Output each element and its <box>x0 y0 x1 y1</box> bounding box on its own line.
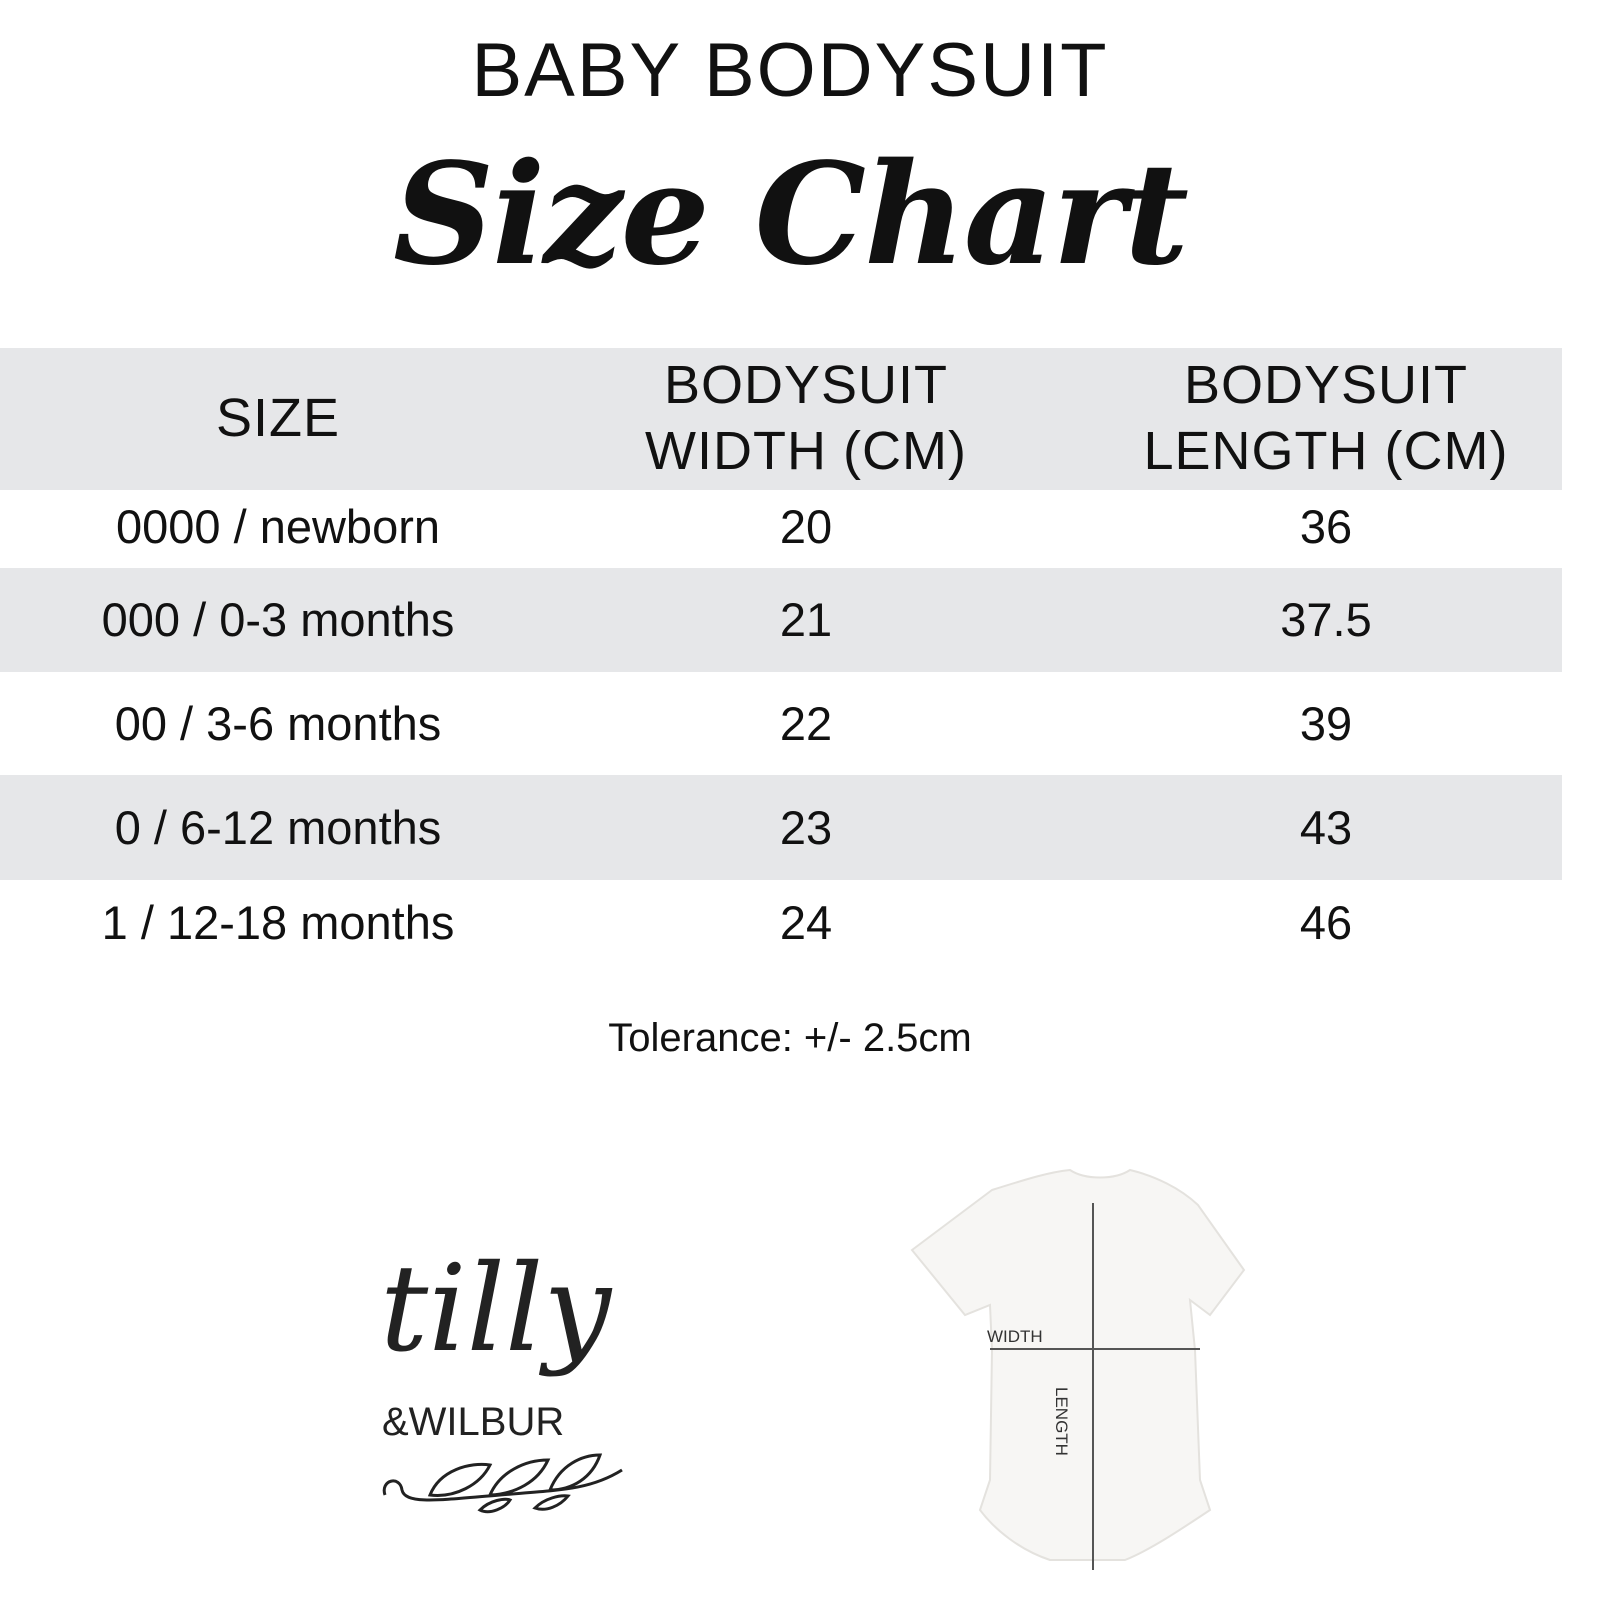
cell-size: 0 / 6-12 months <box>114 800 442 854</box>
cell-length: 46 <box>1299 895 1353 949</box>
cell-size: 00 / 3-6 months <box>114 696 442 750</box>
cell-width: 23 <box>779 800 833 854</box>
cell-size: 1 / 12-18 months <box>101 895 455 949</box>
logo-text-tilly: tilly <box>380 1240 613 1379</box>
page-title: BABY BODYSUIT <box>471 28 1109 113</box>
header-width: BODYSUIT WIDTH (CM) <box>556 348 1056 490</box>
cell-width: 22 <box>779 696 833 750</box>
table-header: SIZE BODYSUIT WIDTH (CM) BODYSUIT LENGTH (… <box>0 348 1562 490</box>
header-size: SIZE <box>0 348 556 490</box>
brand-logo: tilly &WILBUR <box>380 1240 623 1514</box>
header-size-label: SIZE <box>215 388 341 449</box>
tolerance-note: Tolerance: +/- 2.5cm <box>608 1016 972 1060</box>
cell-size: 000 / 0-3 months <box>101 593 455 647</box>
length-label: LENGTH <box>1052 1387 1071 1456</box>
logo-text-wilbur: &WILBUR <box>382 1400 564 1444</box>
cell-width: 20 <box>779 500 833 554</box>
width-label: WIDTH <box>987 1327 1043 1346</box>
page-subtitle: Size Chart <box>393 133 1189 297</box>
table-row: 00 / 3-6 months 22 39 <box>0 672 1562 775</box>
cell-length: 43 <box>1299 800 1353 854</box>
bodysuit-outline <box>910 1168 1246 1561</box>
cell-length: 37.5 <box>1280 593 1372 647</box>
table-row: 0000 / newborn 20 36 <box>0 490 1562 564</box>
table-row: 000 / 0-3 months 21 37.5 <box>0 568 1562 672</box>
bodysuit-diagram: WIDTH LENGTH <box>910 1168 1246 1570</box>
table-row: 0 / 6-12 months 23 43 <box>0 775 1562 880</box>
cell-length: 36 <box>1299 500 1353 554</box>
header-length-line2: LENGTH (CM) <box>1143 421 1509 481</box>
cell-size: 0000 / newborn <box>115 500 441 554</box>
header-length: BODYSUIT LENGTH (CM) <box>1056 348 1596 490</box>
table-row: 1 / 12-18 months 24 46 <box>0 880 1562 965</box>
cell-width: 21 <box>779 593 833 647</box>
leaf-branch-icon <box>382 1453 623 1514</box>
header-width-line1: BODYSUIT <box>663 355 949 416</box>
cell-width: 24 <box>779 895 833 949</box>
header-length-line1: BODYSUIT <box>1183 355 1469 416</box>
cell-length: 39 <box>1299 696 1353 750</box>
header-width-line2: WIDTH (CM) <box>645 421 967 481</box>
